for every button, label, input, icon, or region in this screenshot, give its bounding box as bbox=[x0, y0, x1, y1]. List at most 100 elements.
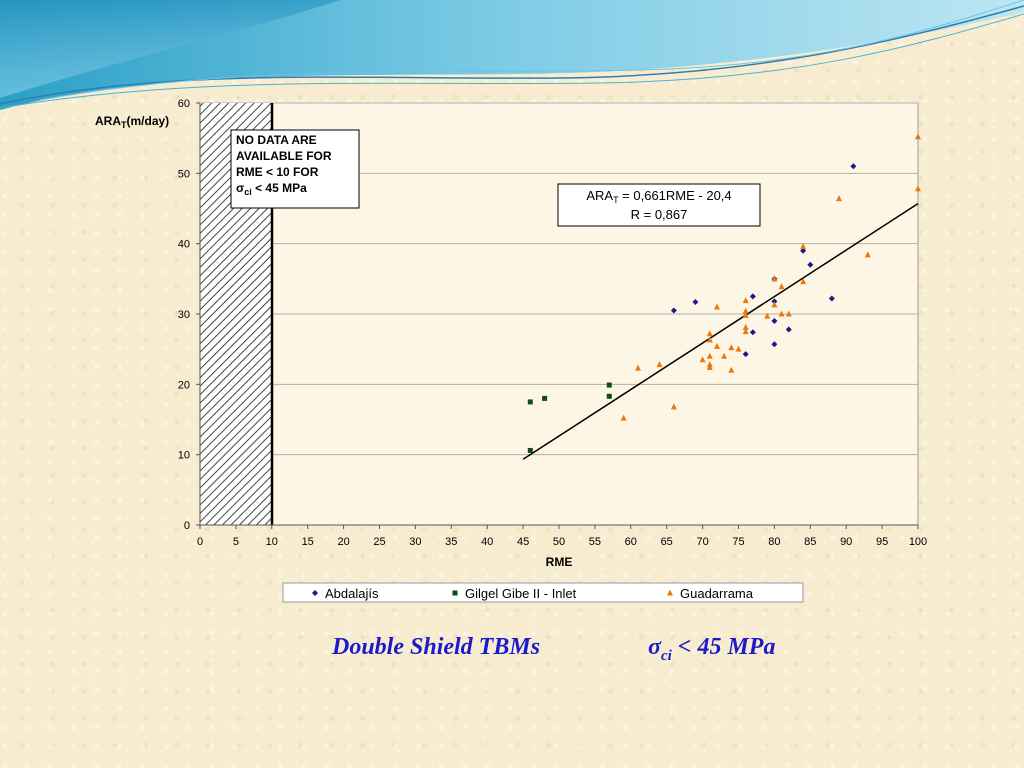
data-point bbox=[728, 366, 735, 373]
data-point bbox=[785, 310, 792, 317]
x-tick-label: 80 bbox=[768, 536, 780, 548]
y-tick-label: 10 bbox=[178, 450, 190, 462]
legend-marker bbox=[312, 590, 318, 596]
x-tick-label: 10 bbox=[266, 536, 278, 548]
data-point bbox=[699, 356, 706, 363]
data-point bbox=[634, 364, 641, 371]
data-point bbox=[764, 312, 771, 319]
x-tick-label: 45 bbox=[517, 536, 529, 548]
y-tick-labels: 0 10 20 30 40 50 60 bbox=[178, 98, 200, 532]
data-point bbox=[742, 323, 749, 330]
data-point bbox=[742, 297, 749, 304]
x-tick-label: 25 bbox=[373, 536, 385, 548]
legend-marker bbox=[667, 589, 673, 596]
data-point bbox=[915, 133, 921, 140]
no-data-line-2: AVAILABLE FOR bbox=[236, 149, 332, 163]
data-point bbox=[721, 352, 728, 359]
data-point bbox=[850, 163, 857, 170]
no-data-line-3: RME < 10 FOR bbox=[236, 165, 319, 179]
legend-label: Gilgel Gibe II - Inlet bbox=[465, 586, 577, 601]
legend-item: Gilgel Gibe II - Inlet bbox=[452, 586, 577, 601]
legend-label: Abdalajís bbox=[325, 586, 379, 601]
data-point bbox=[606, 393, 612, 399]
data-point bbox=[706, 361, 713, 368]
equation-text: ARAT = 0,661RME - 20,4 bbox=[586, 188, 731, 205]
wave-line-1 bbox=[0, 5, 1024, 105]
legend-item: Guadarrama bbox=[667, 586, 754, 601]
legend-item: Abdalajís bbox=[312, 586, 379, 601]
data-point bbox=[742, 351, 749, 358]
x-tick-label: 70 bbox=[696, 536, 708, 548]
caption-right: σci < 45 MPa bbox=[648, 634, 776, 664]
x-tick-label: 30 bbox=[409, 536, 421, 548]
data-point bbox=[771, 298, 778, 305]
no-data-annotation-box: NO DATA ARE AVAILABLE FOR RME < 10 FOR σ… bbox=[230, 129, 360, 209]
data-point bbox=[778, 310, 785, 317]
data-point bbox=[542, 395, 548, 401]
x-tick-label: 90 bbox=[840, 536, 852, 548]
data-point bbox=[713, 342, 720, 349]
equation-box: ARAT = 0,661RME - 20,4 R = 0,867 bbox=[557, 183, 761, 227]
x-tick-label: 0 bbox=[197, 536, 203, 548]
data-point bbox=[749, 293, 756, 300]
y-tick-label: 60 bbox=[178, 98, 190, 110]
data-point bbox=[742, 307, 749, 314]
x-tick-label: 50 bbox=[553, 536, 565, 548]
y-tick-label: 50 bbox=[178, 168, 190, 180]
data-point bbox=[800, 278, 807, 285]
data-point bbox=[670, 403, 677, 410]
data-point bbox=[706, 336, 713, 343]
wave-line-3 bbox=[39, 0, 1024, 101]
data-point bbox=[656, 361, 663, 368]
data-point bbox=[771, 301, 778, 308]
y-tick-label: 0 bbox=[184, 520, 190, 532]
series-1 bbox=[527, 382, 612, 453]
x-tick-label: 65 bbox=[661, 536, 673, 548]
legend-marker bbox=[452, 590, 458, 596]
data-point bbox=[692, 299, 699, 306]
y-tick-label: 40 bbox=[178, 239, 190, 251]
wave-main-shape bbox=[0, 0, 1024, 110]
data-point bbox=[735, 345, 742, 352]
data-point bbox=[620, 414, 627, 421]
y-axis-title: ARAT(m/day) bbox=[95, 114, 169, 130]
x-tick-label: 15 bbox=[302, 536, 314, 548]
x-tick-label: 55 bbox=[589, 536, 601, 548]
scatter-chart: 0 5 10 15 20 25 30 35 40 45 50 55 60 65 70 75 80 85 90 95 10… bbox=[95, 98, 927, 603]
data-points bbox=[527, 133, 921, 453]
data-point bbox=[828, 295, 835, 302]
r-value-text: R = 0,867 bbox=[631, 207, 688, 222]
data-point bbox=[778, 283, 785, 290]
caption-left: Double Shield TBMs bbox=[332, 634, 541, 660]
data-point bbox=[807, 261, 814, 268]
slide-caption: Double Shield TBMs σci < 45 MPa bbox=[0, 630, 1024, 670]
wave-line-2 bbox=[0, 13, 1024, 109]
x-tick-label: 95 bbox=[876, 536, 888, 548]
data-point bbox=[771, 318, 778, 325]
series-2 bbox=[620, 133, 921, 421]
data-point bbox=[771, 275, 778, 282]
x-tick-label: 60 bbox=[625, 536, 637, 548]
data-point bbox=[742, 311, 749, 318]
legend-label: Guadarrama bbox=[680, 586, 754, 601]
data-point bbox=[800, 247, 807, 254]
regression-line bbox=[522, 202, 919, 460]
data-point bbox=[706, 330, 713, 337]
data-point bbox=[749, 329, 756, 336]
x-tick-label: 85 bbox=[804, 536, 816, 548]
data-point bbox=[836, 195, 843, 202]
y-tick-label: 30 bbox=[178, 309, 190, 321]
data-point bbox=[800, 242, 807, 249]
data-point bbox=[864, 251, 871, 258]
data-point bbox=[713, 303, 720, 310]
no-data-line-1: NO DATA ARE bbox=[236, 133, 317, 147]
data-point bbox=[527, 447, 533, 453]
data-point bbox=[915, 185, 921, 192]
data-point bbox=[742, 328, 749, 335]
y-tick-label: 20 bbox=[178, 379, 190, 391]
no-data-line-4: σci < 45 MPa bbox=[236, 181, 307, 197]
x-tick-label: 75 bbox=[732, 536, 744, 548]
x-axis-title: RME bbox=[546, 555, 573, 569]
x-tick-labels: 0 5 10 15 20 25 30 35 40 45 50 55 60 65 70 75 80 85 90 95 10… bbox=[197, 525, 927, 548]
x-tick-label: 5 bbox=[233, 536, 239, 548]
